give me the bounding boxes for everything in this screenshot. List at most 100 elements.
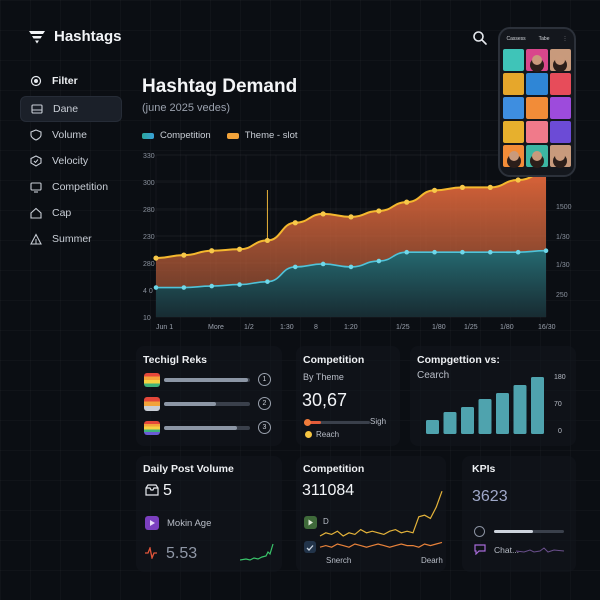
y-tick-label: 280 <box>143 261 155 268</box>
comp-bar <box>496 393 509 434</box>
y-tick-label-right: 1500 <box>556 204 572 211</box>
chat-label: Chat... <box>494 545 520 555</box>
theme-point <box>487 184 493 190</box>
legend-label: Competition <box>160 130 211 141</box>
competition-line-title: Competition <box>303 463 365 475</box>
phone-tile[interactable] <box>549 145 571 167</box>
rank-bar-track <box>164 426 250 430</box>
sidebar-item-dane[interactable]: Dane <box>20 96 122 122</box>
page-title: Hashtag Demand <box>142 76 298 97</box>
y-tick-label: 10 <box>143 315 151 322</box>
phone-tile[interactable] <box>549 73 571 95</box>
play-badge-icon[interactable] <box>304 516 317 529</box>
y-tick-label-right: 1/30 <box>556 262 570 269</box>
legend-label: Theme - slot <box>244 130 298 141</box>
play-icon[interactable] <box>145 516 159 530</box>
x-tick-label: 16/30 <box>538 324 556 331</box>
phone-tabs: Cassess Tabe ⋮ <box>500 29 574 49</box>
sidebar-item-label: Filter <box>52 75 78 87</box>
rank-row[interactable]: 1 <box>144 373 274 387</box>
phone-tab[interactable]: ⋮ <box>562 36 568 42</box>
tent-icon <box>30 233 42 245</box>
badge-icon <box>30 155 42 167</box>
y-tick-label-right: 1/30 <box>556 234 570 241</box>
sidebar-item-filter[interactable]: Filter <box>20 68 122 94</box>
legend-swatch <box>142 132 154 139</box>
phone-tile[interactable] <box>549 49 571 71</box>
theme-point <box>153 255 159 261</box>
phone-tile[interactable] <box>526 49 548 71</box>
filter-circle-icon <box>30 75 42 87</box>
metric-label: Mokin Age <box>167 518 212 529</box>
reach-label: Reach <box>316 430 340 439</box>
sidebar-item-cap[interactable]: Cap <box>20 200 122 226</box>
sidebar-item-competition[interactable]: Competition <box>20 174 122 200</box>
competition-point <box>320 261 326 267</box>
chart-legend: Competition Theme - slot <box>142 130 298 141</box>
theme-point <box>209 248 215 254</box>
phone-tile[interactable] <box>526 73 548 95</box>
kpi-progress-track <box>494 530 564 533</box>
legend-item-competition[interactable]: Competition <box>142 130 211 141</box>
phone-tile[interactable] <box>549 97 571 119</box>
phone-tile[interactable] <box>526 145 548 167</box>
brand[interactable]: Hashtags <box>28 28 122 45</box>
sidebar-item-label: Competition <box>52 181 109 193</box>
competition-line-chart[interactable] <box>318 488 444 556</box>
competition-theme-progress <box>304 421 321 424</box>
sidebar-item-summer[interactable]: Summer <box>20 226 122 252</box>
phone-tile[interactable] <box>526 121 548 143</box>
chat-icon[interactable] <box>474 544 486 555</box>
daily-post-title: Daily Post Volume <box>143 463 234 475</box>
phone-preview[interactable]: Cassess Tabe ⋮ <box>498 27 576 177</box>
rank-row[interactable]: 3 <box>144 421 274 435</box>
monitor-icon <box>30 182 42 193</box>
rank-number: 1 <box>258 373 271 386</box>
legend-item-theme-slot[interactable]: Theme - slot <box>226 130 298 141</box>
competition-line-x-end: Dearh <box>421 556 443 565</box>
phone-tab[interactable]: Tabe <box>538 36 550 42</box>
comp-bar <box>478 399 492 434</box>
y-tick-label: 4 0 <box>143 288 153 295</box>
comp-vs-search-bar-chart[interactable] <box>420 372 550 434</box>
kpi-radio[interactable] <box>474 526 485 537</box>
phone-tile[interactable] <box>503 121 525 143</box>
y-tick-label: 280 <box>143 207 155 214</box>
competition-point <box>181 285 187 290</box>
rank-row[interactable]: 2 <box>144 397 274 411</box>
rank-bar-track <box>164 378 250 382</box>
competition-line-x-start: Snerch <box>326 556 352 565</box>
x-tick-label: More <box>208 324 224 331</box>
comp-bar <box>426 420 439 434</box>
rank-bar-track <box>164 402 250 406</box>
theme-point <box>236 246 243 252</box>
theme-point <box>431 187 438 193</box>
sidebar-item-volume[interactable]: Volume <box>20 122 122 148</box>
sidebar-item-velocity[interactable]: Velocity <box>20 148 122 174</box>
phone-tile-grid <box>500 49 574 167</box>
competition-point <box>515 249 521 255</box>
phone-tile[interactable] <box>549 121 571 143</box>
phone-tile[interactable] <box>503 49 525 71</box>
phone-tile[interactable] <box>503 73 525 95</box>
legend-swatch <box>226 132 239 139</box>
theme-point <box>264 237 271 244</box>
mini-sparkline <box>240 543 274 561</box>
y-tick-label-right: 250 <box>556 292 568 299</box>
kpi-progress-fill <box>494 530 533 533</box>
search-icon[interactable] <box>472 30 488 46</box>
competition-point <box>209 283 215 289</box>
phone-tile[interactable] <box>526 97 548 119</box>
phone-tile[interactable] <box>503 97 525 119</box>
x-tick-label: 1:20 <box>344 324 358 331</box>
comp-bar <box>443 412 457 434</box>
bar-axis-top: 180 <box>554 374 566 381</box>
competition-line-card <box>296 456 446 572</box>
competition-area <box>156 250 546 317</box>
phone-tab[interactable]: Cassess <box>506 36 526 42</box>
check-icon[interactable] <box>304 541 316 553</box>
hashtag-demand-chart[interactable]: 330 300 280 230 280 4 0 10 1500 1/30 1/30 250 Jun 1… <box>138 145 578 335</box>
rank-stripe-icon <box>144 397 160 411</box>
phone-tile[interactable] <box>503 145 525 167</box>
kpi-sparkline <box>516 547 564 553</box>
